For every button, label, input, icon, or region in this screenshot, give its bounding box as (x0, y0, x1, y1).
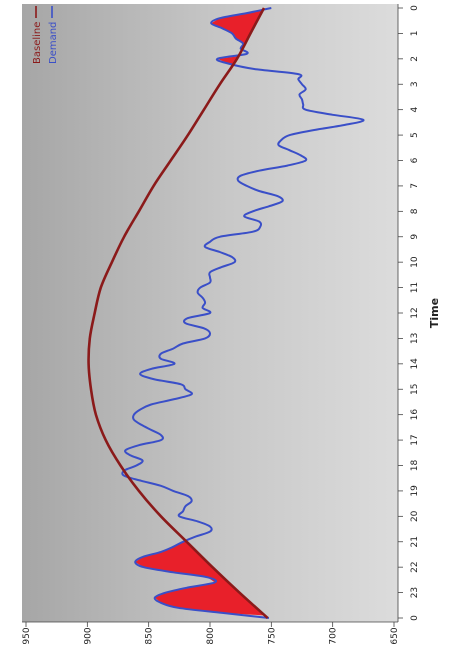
time-tick-label: 17 (410, 434, 420, 445)
time-tick-label: 9 (410, 234, 420, 240)
time-tick-label: 16 (410, 409, 420, 421)
time-tick-label: 23 (410, 587, 420, 598)
legend-label-demand: Demand (48, 22, 59, 64)
time-tick-label: 1 (410, 31, 420, 37)
time-tick-label: 8 (410, 208, 420, 214)
time-tick-label: 15 (410, 384, 420, 395)
legend-label-baseline: Baseline (32, 22, 43, 64)
time-tick-label: 0 (410, 615, 420, 621)
baseline-series-line (87, 7, 269, 619)
time-tick-label: 0 (410, 5, 420, 11)
time-tick-label: 18 (410, 460, 420, 472)
value-tick-label: 800 (206, 627, 216, 644)
value-tick-label: 650 (390, 627, 400, 644)
x-axis-label: Time (428, 298, 441, 328)
value-tick-label: 700 (329, 627, 339, 644)
time-tick-label: 4 (410, 107, 420, 113)
time-tick-label: 21 (410, 536, 420, 547)
value-tick-label: 750 (267, 627, 277, 644)
time-tick-label: 11 (410, 282, 420, 293)
time-tick-label: 12 (410, 307, 420, 318)
time-tick-label: 20 (410, 510, 420, 522)
value-tick-label: 900 (83, 627, 93, 644)
exceedance-area-0 (211, 10, 263, 52)
time-tick-label: 13 (410, 333, 420, 344)
demand-series-line (121, 7, 365, 619)
exceedance-area-3 (135, 539, 265, 616)
time-tick-label: 6 (410, 157, 420, 163)
time-tick-label: 3 (410, 81, 420, 87)
legend: Baseline Demand (32, 6, 59, 64)
time-tick-label: 22 (410, 561, 420, 572)
time-tick-label: 19 (410, 485, 420, 497)
value-tick-label: 950 (22, 627, 32, 644)
time-tick-label: 7 (410, 183, 420, 189)
time-tick-label: 14 (410, 358, 420, 370)
time-tick-label: 10 (410, 256, 420, 268)
time-tick-label: 5 (410, 132, 420, 138)
value-tick-label: 850 (145, 627, 155, 644)
time-tick-label: 2 (410, 56, 420, 62)
